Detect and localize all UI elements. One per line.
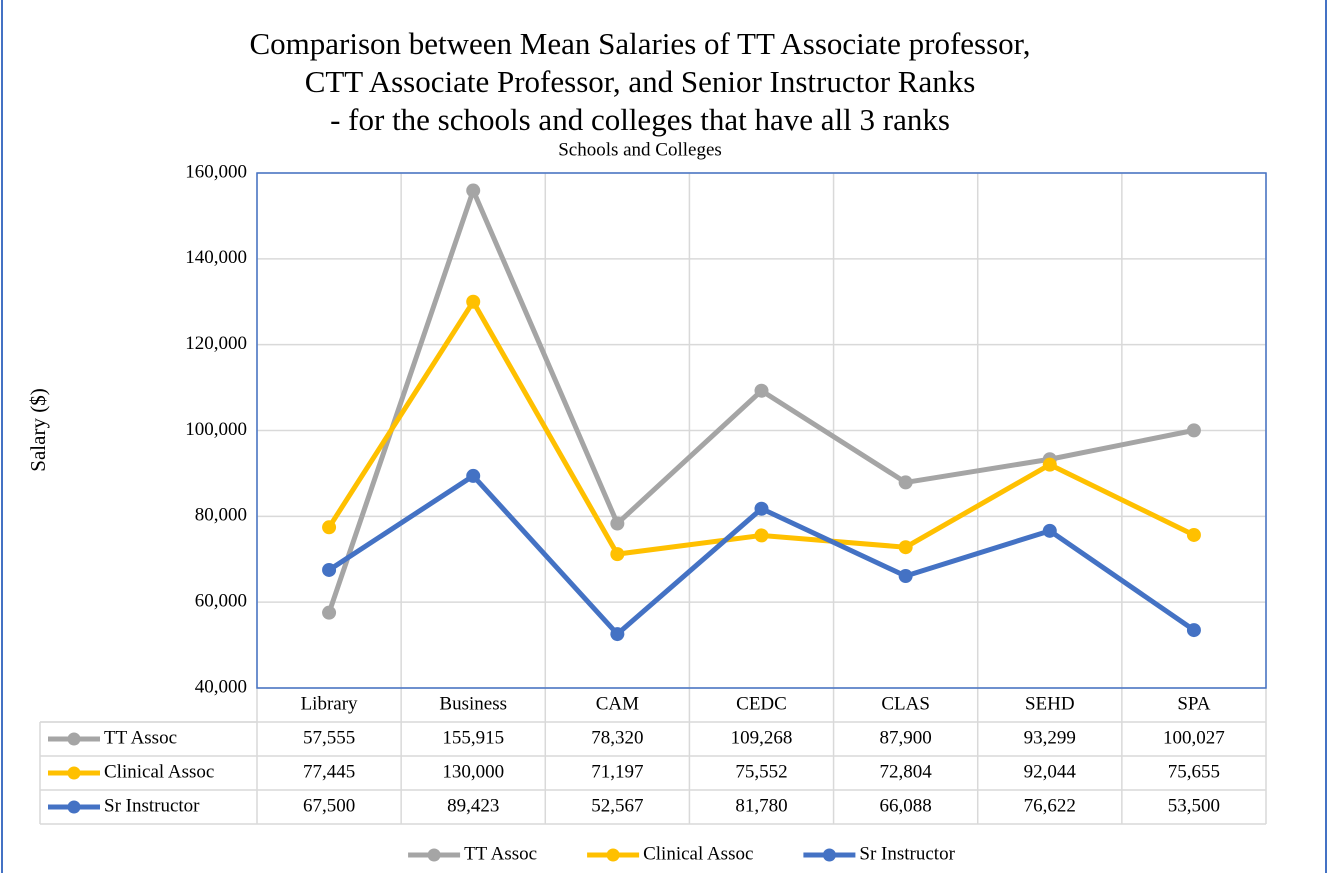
table-cell: 76,622 (1024, 795, 1076, 816)
marker (466, 294, 481, 309)
y-tick-label: 120,000 (185, 333, 247, 354)
y-tick-label: 160,000 (185, 161, 247, 182)
marker (1042, 523, 1057, 538)
marker (754, 528, 769, 543)
x-tick-label: CEDC (736, 693, 787, 714)
table-cell: 100,027 (1163, 727, 1225, 748)
legend-key (427, 848, 441, 862)
table-cell: 89,423 (447, 795, 499, 816)
marker (466, 468, 481, 483)
table-legend-key (67, 800, 81, 814)
y-tick-label: 40,000 (195, 676, 247, 697)
marker (610, 516, 625, 531)
marker (610, 627, 625, 642)
table-cell: 67,500 (303, 795, 355, 816)
table-cell: 75,552 (735, 761, 787, 782)
table-cell: 53,500 (1168, 795, 1220, 816)
marker (1042, 457, 1057, 472)
x-tick-label: SPA (1177, 693, 1210, 714)
table-cell: 57,555 (303, 727, 355, 748)
table-cell: 81,780 (735, 795, 787, 816)
legend-label: Sr Instructor (859, 843, 955, 864)
table-cell: 93,299 (1024, 727, 1076, 748)
line (327, 473, 1196, 637)
marker (1186, 623, 1201, 638)
marker (322, 520, 337, 535)
table-cell: 66,088 (880, 795, 932, 816)
table-cell: 155,915 (442, 727, 504, 748)
x-tick-label: SEHD (1025, 693, 1075, 714)
table-legend-key (67, 766, 81, 780)
y-axis-label: Salary ($) (26, 388, 50, 471)
y-tick-label: 80,000 (195, 505, 247, 526)
table-row-label: Sr Instructor (104, 795, 200, 816)
line (326, 188, 1195, 614)
table-legend-key (67, 732, 81, 746)
marker (898, 540, 913, 555)
legend-key (822, 848, 836, 862)
table-cell: 78,320 (591, 727, 643, 748)
table-cell: 71,197 (591, 761, 643, 782)
table-cell: 130,000 (442, 761, 504, 782)
marker (754, 383, 769, 398)
table-cell: 77,445 (303, 761, 355, 782)
legend-label: TT Assoc (464, 843, 537, 864)
chart-title: Comparison between Mean Salaries of TT A… (249, 26, 1030, 137)
marker (898, 569, 913, 584)
legend-label: Clinical Assoc (643, 843, 753, 864)
x-tick-label: Business (439, 693, 507, 714)
y-tick-label: 100,000 (185, 419, 247, 440)
table-row-label: TT Assoc (104, 727, 177, 748)
chart-subtitle: Schools and Colleges (558, 139, 722, 160)
marker (322, 562, 337, 577)
x-tick-label: Library (301, 693, 358, 714)
marker (754, 501, 769, 516)
table-cell: 75,655 (1168, 761, 1220, 782)
table-row-label: Clinical Assoc (104, 761, 214, 782)
legend-key (606, 848, 620, 862)
marker (1186, 527, 1201, 542)
plot-border (256, 172, 1267, 689)
table-cell: 92,044 (1024, 761, 1077, 782)
x-tick-label: CLAS (881, 693, 930, 714)
marker (610, 547, 625, 562)
table-cell: 109,268 (731, 727, 793, 748)
table-cell: 72,804 (880, 761, 933, 782)
marker (466, 183, 481, 198)
marker (1186, 423, 1201, 438)
y-tick-label: 140,000 (185, 247, 247, 268)
marker (322, 605, 337, 620)
x-tick-label: CAM (596, 693, 639, 714)
marker (898, 475, 913, 490)
table-cell: 87,900 (880, 727, 932, 748)
y-tick-label: 60,000 (195, 591, 247, 612)
table-cell: 52,567 (591, 795, 643, 816)
